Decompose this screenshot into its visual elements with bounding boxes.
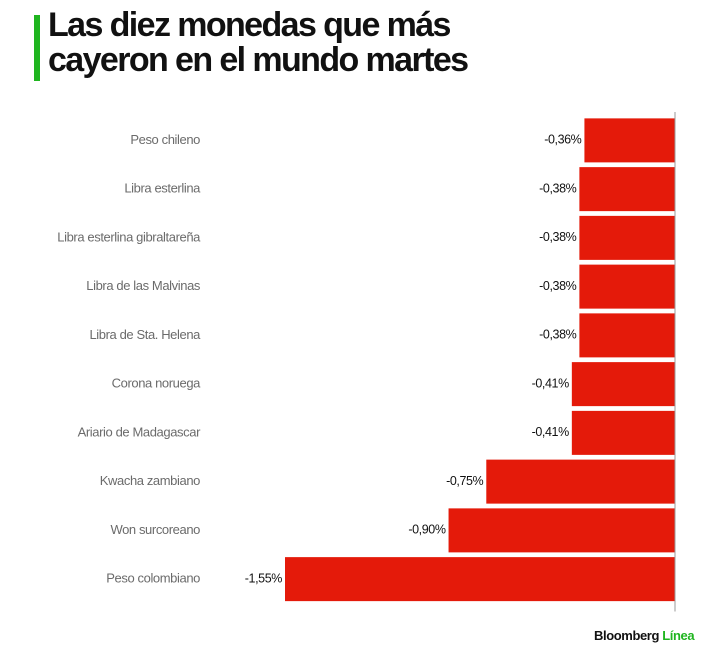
y-tick-label: Libra esterlina — [124, 181, 201, 196]
brand: Bloomberg — [594, 628, 659, 643]
y-tick-label: Kwacha zambiano — [100, 473, 200, 488]
title-accent — [34, 15, 40, 81]
y-tick-label: Peso colombiano — [106, 571, 200, 586]
value-label: -0,41% — [532, 425, 569, 439]
y-tick-label: Libra de Sta. Helena — [89, 327, 201, 342]
y-tick-label: Libra de las Malvinas — [86, 278, 201, 293]
value-label: -0,90% — [408, 523, 445, 537]
y-tick-label: Corona noruega — [112, 376, 202, 391]
bar — [448, 508, 675, 553]
bar — [579, 313, 675, 358]
value-label: -0,38% — [539, 230, 576, 244]
y-tick-label: Ariario de Madagascar — [78, 424, 201, 439]
value-label: -0,36% — [544, 133, 581, 147]
y-tick-label: Won surcoreano — [110, 522, 200, 537]
value-label: -1,55% — [245, 571, 282, 585]
bar — [571, 362, 675, 407]
value-label: -0,38% — [539, 279, 576, 293]
bar — [584, 118, 675, 163]
bar — [579, 167, 675, 212]
y-tick-label: Peso chileno — [130, 132, 200, 147]
bar — [486, 459, 675, 504]
value-label: -0,38% — [539, 181, 576, 195]
title-box: Las diez monedas que más cayeron en el m… — [48, 8, 469, 79]
value-label: -0,38% — [539, 328, 576, 342]
bar — [285, 557, 675, 602]
footer-brand: Bloomberg Línea — [594, 628, 695, 643]
bar — [571, 410, 675, 455]
y-tick-label: Libra esterlina gibraltareña — [57, 229, 201, 244]
bar — [579, 264, 675, 309]
brand-product: Línea — [662, 628, 695, 643]
value-label: -0,75% — [446, 474, 483, 488]
value-label: -0,41% — [532, 376, 569, 390]
bar — [579, 215, 675, 260]
chart-title: Las diez monedas que más cayeron en el m… — [48, 8, 469, 79]
